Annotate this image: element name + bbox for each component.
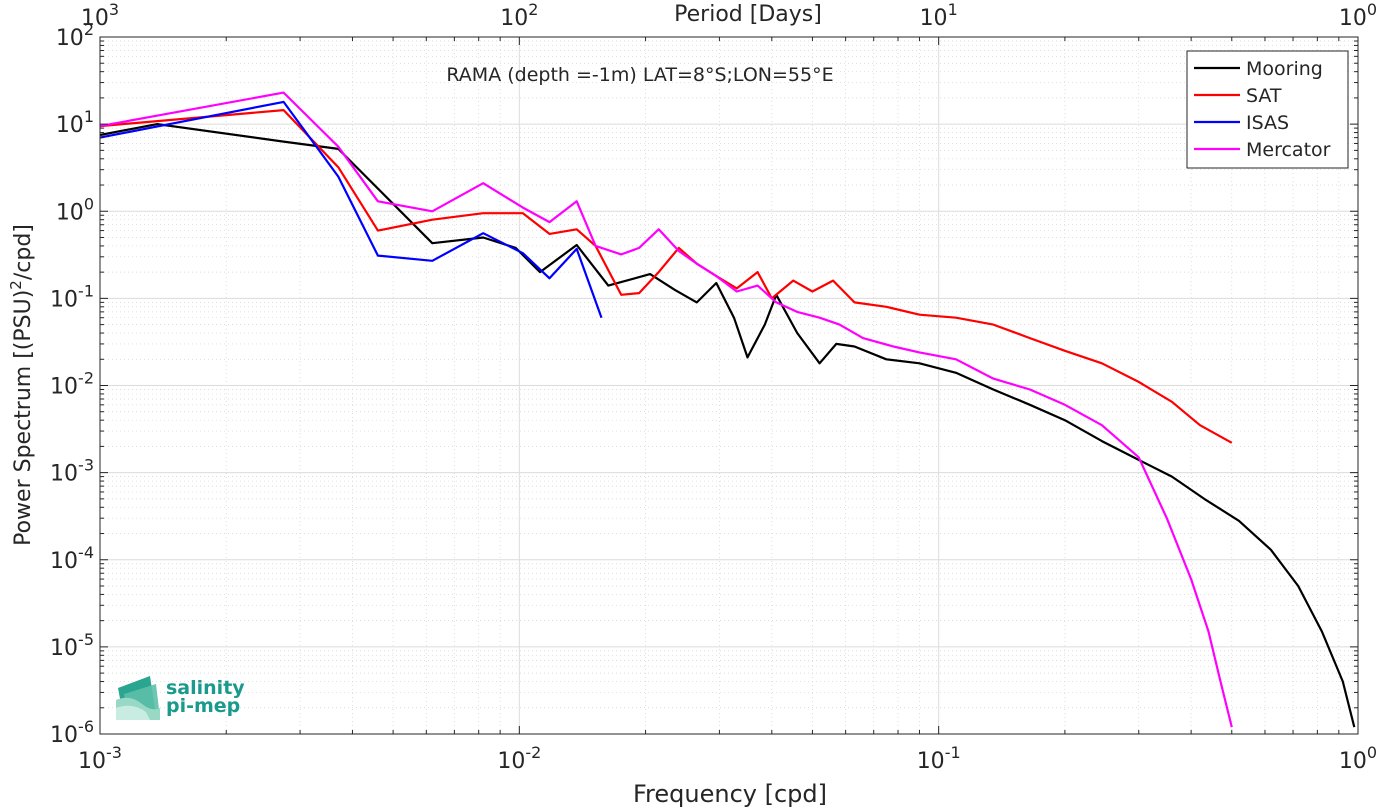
x2-tick-label: 101 [920, 0, 958, 31]
x2-tick-label: 103 [81, 0, 119, 31]
tick-marks [99, 36, 1359, 735]
series-line-isas [99, 100, 603, 319]
x-axis-label: Frequency [cpd] [633, 780, 827, 808]
x-tick-label: 100 [1339, 743, 1377, 774]
y-axis-label: Power Spectrum [(PSU)2/cpd] [7, 224, 36, 546]
series-layer [99, 91, 1356, 728]
y-tick-label: 10-2 [50, 369, 94, 400]
x2-axis-label: Period [Days] [674, 2, 822, 27]
x-tick-label: 10-1 [917, 743, 961, 774]
y-tick-label: 10-5 [50, 630, 94, 661]
legend-label-mercator: Mercator [1246, 139, 1331, 161]
x2-tick-label: 102 [500, 0, 538, 31]
x-tick-label: 10-2 [497, 743, 541, 774]
y-tick-label: 101 [56, 107, 94, 138]
salinity-pi-mep-logo: salinity pi-mep [116, 676, 245, 720]
logo-line1: salinity [166, 677, 245, 699]
x-tick-label: 10-3 [78, 743, 122, 774]
major-grid [100, 37, 1358, 734]
logo-waves-icon [116, 676, 160, 720]
x-tick-labels: 10-3 10-2 10-1 100 [78, 743, 1377, 774]
y-tick-label: 10-6 [50, 717, 94, 748]
legend-label-isas: ISAS [1246, 112, 1289, 134]
y-tick-label: 100 [56, 194, 94, 225]
legend-label-sat: SAT [1246, 85, 1282, 107]
series-line-sat [99, 108, 1233, 444]
series-line-mercator [99, 91, 1233, 728]
y-tick-labels: 102 101 100 10-1 10-2 10-3 10-4 10-5 10-6 [50, 20, 94, 748]
y-tick-label: 10-3 [50, 456, 94, 487]
legend: Mooring SAT ISAS Mercator [1186, 50, 1349, 169]
x2-tick-label: 100 [1339, 0, 1377, 31]
logo-line2: pi-mep [166, 695, 240, 717]
chart-annotation: RAMA (depth =-1m) LAT=8°S;LON=55°E [446, 64, 833, 86]
y-tick-label: 10-1 [50, 281, 94, 312]
x2-tick-labels: 103 102 101 100 [81, 0, 1377, 31]
legend-label-mooring: Mooring [1246, 58, 1323, 80]
y-tick-label: 102 [56, 20, 94, 51]
y-tick-label: 10-4 [50, 543, 94, 574]
